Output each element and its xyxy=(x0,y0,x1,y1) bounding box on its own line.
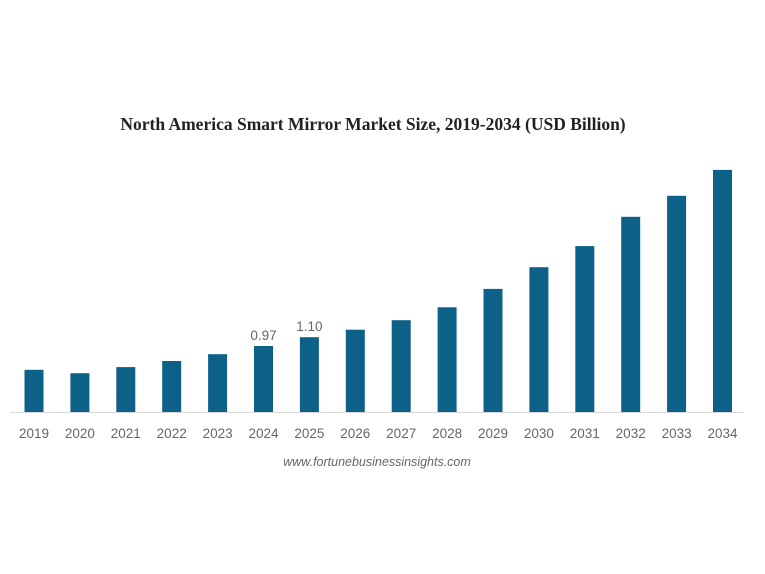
bar-2033 xyxy=(667,195,687,412)
bars-group xyxy=(24,169,732,412)
bar-2019 xyxy=(24,369,44,412)
x-tick-label-2033: 2033 xyxy=(662,426,692,441)
bar-2032 xyxy=(621,216,641,412)
x-tick-label-2021: 2021 xyxy=(111,426,141,441)
x-tick-labels: 2019 2020 2021 2022 2023 2024 2025 2026 2027 2028… xyxy=(19,426,738,441)
bar-2029 xyxy=(483,288,503,412)
bar-2030 xyxy=(529,267,549,412)
x-tick-label-2030: 2030 xyxy=(524,426,554,441)
x-tick-label-2024: 2024 xyxy=(248,426,279,441)
bar-2025 xyxy=(299,337,319,412)
x-tick-label-2025: 2025 xyxy=(294,426,324,441)
bar-2020 xyxy=(70,373,90,412)
bar-2034 xyxy=(713,169,732,412)
x-tick-label-2032: 2032 xyxy=(616,426,646,441)
bar-2028 xyxy=(437,307,457,412)
bar-2026 xyxy=(345,329,365,412)
data-label-2024: 0.97 xyxy=(250,328,276,343)
bar-2021 xyxy=(116,367,136,412)
x-tick-label-2031: 2031 xyxy=(570,426,600,441)
data-label-2025: 1.10 xyxy=(296,319,322,334)
x-tick-label-2026: 2026 xyxy=(340,426,370,441)
x-tick-label-2034: 2034 xyxy=(707,426,738,441)
x-tick-label-2029: 2029 xyxy=(478,426,508,441)
bar-2031 xyxy=(575,246,595,412)
x-tick-label-2023: 2023 xyxy=(203,426,233,441)
bar-2023 xyxy=(208,354,228,412)
x-tick-label-2028: 2028 xyxy=(432,426,462,441)
x-tick-label-2020: 2020 xyxy=(65,426,95,441)
bar-2027 xyxy=(391,320,411,412)
bar-2024 xyxy=(254,346,273,412)
x-tick-label-2019: 2019 xyxy=(19,426,49,441)
x-tick-label-2027: 2027 xyxy=(386,426,416,441)
data-labels: 0.97 1.10 xyxy=(250,319,322,343)
source-text: www.fortunebusinessinsights.com xyxy=(283,455,471,469)
x-tick-label-2022: 2022 xyxy=(157,426,187,441)
bar-2022 xyxy=(162,361,182,412)
chart-title: North America Smart Mirror Market Size, … xyxy=(120,114,625,134)
